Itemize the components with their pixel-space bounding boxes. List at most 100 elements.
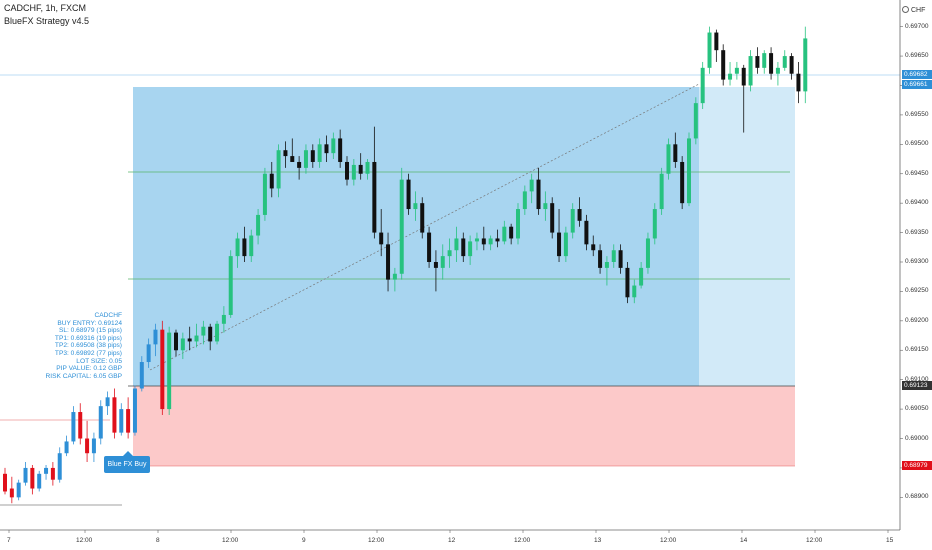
candle-body xyxy=(775,67,780,74)
candle-body xyxy=(167,332,172,410)
price-tick-label: 0.69000 xyxy=(905,434,929,442)
candle-body xyxy=(3,473,7,492)
candle-body xyxy=(351,164,356,180)
candle xyxy=(454,226,459,262)
candle-body xyxy=(174,332,178,351)
candle-body xyxy=(37,473,42,489)
candle-body xyxy=(557,232,562,257)
candle-body xyxy=(297,161,302,168)
time-tick-label: 12:00 xyxy=(222,537,239,544)
candle xyxy=(734,61,739,80)
candle xyxy=(406,173,411,215)
candle-body xyxy=(645,238,650,268)
candle xyxy=(215,320,220,345)
candle-body xyxy=(659,173,664,210)
candle xyxy=(769,47,774,80)
candle-body xyxy=(598,250,603,268)
candle-body xyxy=(71,412,76,442)
candle-body xyxy=(372,161,377,233)
candle xyxy=(645,232,650,274)
candle-body xyxy=(420,203,425,233)
candle xyxy=(194,323,199,348)
time-tick-label: 12:00 xyxy=(76,537,93,544)
candle xyxy=(495,229,500,248)
price-axis-ticks xyxy=(900,26,903,498)
candle xyxy=(44,464,49,480)
price-tick-label: 0.69700 xyxy=(905,22,929,30)
candle-body xyxy=(762,53,767,68)
candle xyxy=(57,447,62,483)
candle-body xyxy=(139,362,144,389)
candle-body xyxy=(433,262,438,268)
candle-body xyxy=(160,329,165,410)
candle xyxy=(365,159,370,180)
candle xyxy=(146,338,151,368)
candle xyxy=(652,203,657,245)
candle-body xyxy=(358,164,363,174)
price-tick-label: 0.69250 xyxy=(905,287,929,295)
candle-body xyxy=(406,179,411,210)
candle xyxy=(721,44,726,86)
candle-body xyxy=(235,238,240,257)
candle xyxy=(447,238,452,268)
chart-title: CADCHF, 1h, FXCM xyxy=(4,3,87,13)
candle xyxy=(201,320,206,345)
candle-body xyxy=(256,214,261,236)
indicator-name[interactable]: BlueFX Strategy v4.5 xyxy=(4,16,90,26)
candle-body xyxy=(242,238,247,257)
candle xyxy=(290,138,295,162)
currency-circle-icon xyxy=(902,6,909,13)
candle xyxy=(522,185,527,215)
candle-body xyxy=(714,32,719,51)
candle-body xyxy=(303,150,308,168)
candle-body xyxy=(461,238,466,257)
candle xyxy=(762,50,767,74)
candle xyxy=(324,135,329,162)
candle xyxy=(639,262,644,289)
candle-body xyxy=(782,56,787,68)
trend-dotted-line xyxy=(149,83,700,371)
candle xyxy=(796,61,801,104)
candle-body xyxy=(516,209,520,239)
candle-body xyxy=(789,56,794,74)
price-label-current-high: 0.69682 xyxy=(902,70,932,79)
time-tick-label: 12 xyxy=(448,537,456,544)
candle xyxy=(262,167,267,221)
price-label-entry: 0.69123 xyxy=(902,381,932,390)
candle-body xyxy=(693,103,698,139)
candle xyxy=(351,159,356,186)
candle-body xyxy=(215,323,220,342)
candle xyxy=(112,388,117,439)
candle-body xyxy=(324,144,329,154)
candle-body xyxy=(64,441,69,454)
candle xyxy=(584,214,589,251)
candle-body xyxy=(673,144,678,162)
candle-body xyxy=(741,67,746,86)
candle-body xyxy=(276,150,281,189)
candle-body xyxy=(748,56,753,86)
candle-body xyxy=(577,209,582,221)
buy-signal-marker[interactable]: Blue FX Buy xyxy=(104,451,150,473)
candle xyxy=(563,226,568,262)
info-stop-loss: SL: 0.68979 (15 pips) xyxy=(58,327,122,335)
time-tick-label: 12:00 xyxy=(806,537,823,544)
candle-body xyxy=(208,326,213,342)
candle xyxy=(474,232,479,251)
candle-body xyxy=(9,488,14,498)
candle-body xyxy=(625,267,630,298)
candle xyxy=(782,50,787,71)
candle xyxy=(420,197,425,239)
info-lot-size: LOT SIZE: 0.05 xyxy=(76,357,122,365)
candle-body xyxy=(78,412,83,439)
candle xyxy=(789,53,794,80)
candle-body xyxy=(119,409,124,433)
candle xyxy=(23,462,28,486)
candle-body xyxy=(529,179,534,192)
candle xyxy=(502,220,507,245)
candle-body xyxy=(495,238,500,242)
candle-body xyxy=(700,67,705,104)
candle-body xyxy=(604,262,609,268)
currency-selector[interactable]: CHF xyxy=(902,6,925,14)
price-tick-label: 0.69350 xyxy=(905,228,929,236)
